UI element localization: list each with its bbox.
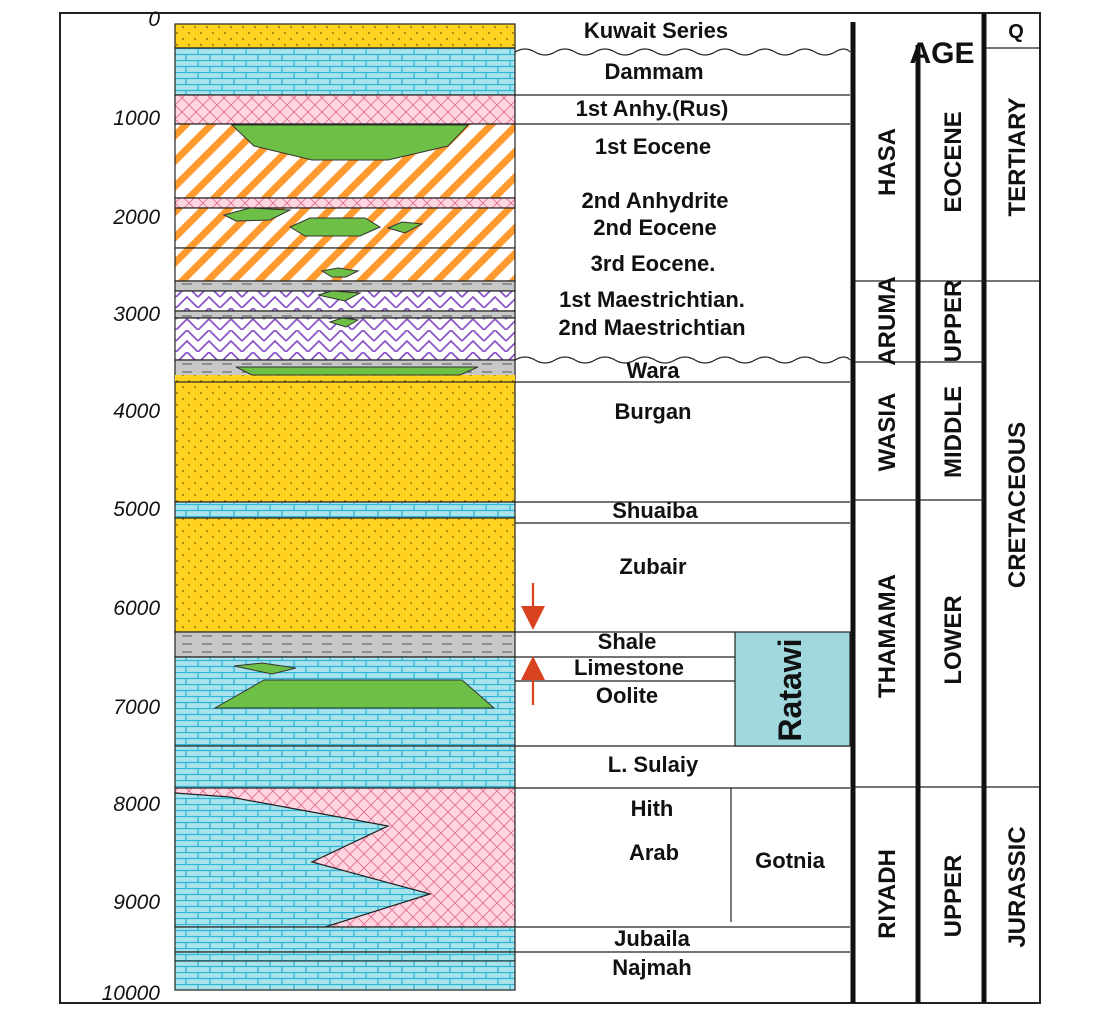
group-aruma: ARUMA — [874, 276, 901, 365]
group-wasia: WASIA — [874, 393, 901, 472]
depth-tick-4000: 4000 — [113, 400, 160, 423]
unconformity-top — [514, 48, 851, 56]
formation-second-maestrichtian: 2nd Maestrichtian — [558, 315, 745, 340]
reservoir-maestrichtian-b — [328, 317, 360, 328]
grouping-gotnia: Gotnia — [755, 848, 825, 873]
formation-dammam: Dammam — [604, 59, 703, 84]
formation-column: Kuwait Series Dammam 1st Anhy.(Rus) 1st … — [514, 18, 851, 980]
reservoir-wara — [235, 366, 479, 376]
reservoir-second-eocene-b — [288, 217, 382, 237]
formation-limestone: Limestone — [574, 655, 684, 680]
formation-l-sulaiy: L. Sulaiy — [608, 752, 699, 777]
arrow-down-icon — [521, 583, 545, 630]
litho-rus-anhydrite — [174, 94, 516, 125]
arrow-up-icon — [521, 656, 545, 705]
ratawi-box — [734, 631, 851, 747]
period-column: Q TERTIARY CRETACEOUS JURASSIC — [986, 21, 1040, 948]
depth-tick-7000: 7000 — [113, 696, 160, 719]
litho-ratawi-shale — [174, 631, 516, 658]
group-column: HASA ARUMA WASIA THAMAMA RIYADH — [855, 128, 918, 939]
litho-l-sulaiy — [174, 745, 516, 789]
litho-wara-sand — [175, 375, 515, 382]
reservoir-maestrichtian-a — [317, 290, 362, 302]
epoch-middle: MIDDLE — [940, 386, 967, 478]
period-jurassic: JURASSIC — [1004, 826, 1031, 947]
depth-tick-0: 0 — [148, 8, 160, 31]
depth-tick-6000: 6000 — [113, 597, 160, 620]
unconformity-bottom — [514, 356, 851, 364]
litho-jubaila — [174, 926, 516, 953]
formation-jubaila: Jubaila — [614, 926, 691, 951]
depth-tick-10000: 10000 — [102, 982, 161, 1005]
epoch-column: EOCENE UPPER MIDDLE LOWER UPPER — [920, 111, 984, 937]
formation-second-anhydrite: 2nd Anhydrite — [581, 188, 728, 213]
epoch-upper-cretaceous: UPPER — [940, 280, 967, 363]
litho-dammam — [174, 47, 516, 96]
formation-burgan: Burgan — [615, 399, 692, 424]
litho-najmah — [174, 951, 516, 991]
grouping-ratawi: Ratawi — [772, 638, 808, 741]
depth-tick-8000: 8000 — [113, 793, 160, 816]
lithology-column — [174, 23, 516, 991]
formation-first-eocene: 1st Eocene — [595, 134, 711, 159]
depth-tick-3000: 3000 — [113, 303, 160, 326]
formation-oolite: Oolite — [596, 683, 658, 708]
formation-shuaiba: Shuaiba — [612, 498, 698, 523]
reservoir-third-eocene — [320, 267, 360, 278]
reservoir-second-eocene-a — [222, 207, 292, 222]
epoch-upper-jurassic: UPPER — [940, 855, 967, 938]
reservoir-oolite — [213, 679, 496, 709]
outer-frame — [59, 12, 1041, 1004]
litho-kuwait-series — [174, 23, 516, 49]
epoch-lower: LOWER — [940, 595, 967, 684]
depth-tick-9000: 9000 — [113, 891, 160, 914]
formation-kuwait-series: Kuwait Series — [584, 18, 728, 43]
reservoir-limestone — [233, 662, 297, 675]
litho-burgan — [174, 381, 516, 503]
epoch-eocene: EOCENE — [940, 111, 967, 212]
litho-shuaiba — [174, 501, 516, 519]
period-cretaceous: CRETACEOUS — [1004, 422, 1031, 588]
litho-second-anhydrite — [174, 197, 516, 209]
group-hasa: HASA — [874, 128, 901, 196]
depth-axis: 0 1000 2000 3000 4000 5000 6000 7000 800… — [102, 8, 161, 1005]
formation-arab: Arab — [629, 840, 679, 865]
litho-shale-band-mid — [174, 310, 516, 319]
formation-shale: Shale — [598, 629, 657, 654]
litho-zubair — [174, 517, 516, 633]
formation-first-anhy: 1st Anhy.(Rus) — [576, 96, 729, 121]
reservoir-first-eocene — [230, 124, 470, 161]
period-tertiary: TERTIARY — [1004, 97, 1031, 216]
depth-tick-2000: 2000 — [112, 206, 160, 229]
formation-first-maestrichtian: 1st Maestrichtian. — [559, 287, 745, 312]
group-thamama: THAMAMA — [874, 574, 901, 698]
age-header: AGE — [909, 37, 974, 70]
depth-tick-5000: 5000 — [113, 498, 160, 521]
formation-wara: Wara — [627, 358, 681, 383]
formation-hith: Hith — [631, 796, 674, 821]
formation-zubair: Zubair — [619, 554, 687, 579]
reservoir-second-eocene-c — [386, 221, 424, 234]
formation-second-eocene: 2nd Eocene — [593, 215, 716, 240]
period-q: Q — [1008, 21, 1024, 43]
group-riyadh: RIYADH — [874, 849, 901, 939]
depth-tick-1000: 1000 — [113, 107, 160, 130]
formation-third-eocene: 3rd Eocene. — [591, 251, 716, 276]
formation-najmah: Najmah — [612, 955, 691, 980]
litho-shale-band-top — [174, 280, 516, 292]
